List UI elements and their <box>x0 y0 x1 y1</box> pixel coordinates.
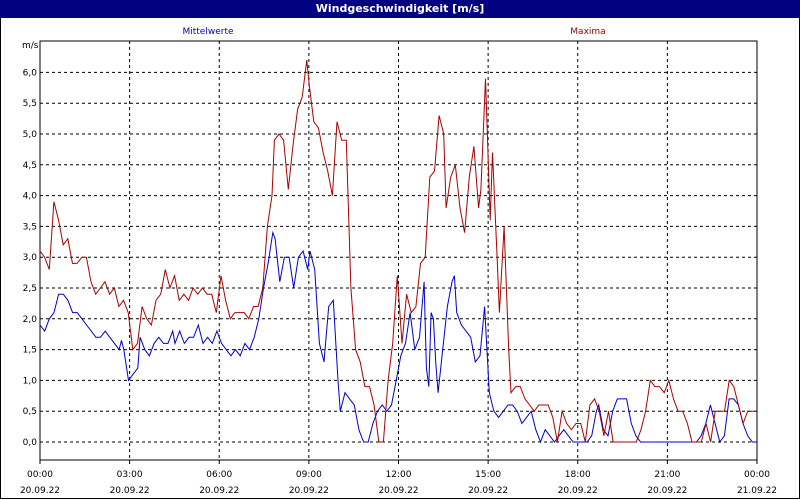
series-line-maxima <box>39 60 757 443</box>
window-title-bar: Windgeschwindigkeit [m/s] <box>0 0 800 18</box>
y-tick-label: 3,5 <box>23 222 37 232</box>
y-tick-label: 0,5 <box>23 407 37 417</box>
legend-label-mittelwerte: Mittelwerte <box>182 27 233 37</box>
y-tick-label: 1,5 <box>23 346 37 356</box>
x-tick-time-label: 15:00 <box>475 470 501 480</box>
x-tick-time-label: 00:00 <box>744 470 770 480</box>
x-tick-date-label: 20.09.22 <box>110 486 150 496</box>
x-tick-date-label: 20.09.22 <box>199 486 239 496</box>
y-tick-label: 5,0 <box>23 130 38 140</box>
series-lines <box>39 60 757 444</box>
legend: Mittelwerte Maxima <box>182 27 605 37</box>
x-tick-date-label: 20.09.22 <box>378 486 418 496</box>
x-tick-time-label: 21:00 <box>654 470 680 480</box>
y-tick-label: 3,0 <box>23 253 38 263</box>
legend-label-maxima: Maxima <box>570 27 605 37</box>
x-tick-date-label: 20.09.22 <box>289 486 329 496</box>
x-tick-time-label: 12:00 <box>386 470 412 480</box>
y-tick-label: 2,5 <box>23 284 37 294</box>
grid-lines <box>40 41 757 460</box>
y-tick-label: 2,0 <box>23 315 38 325</box>
x-axis: 00:00 20.09.22 03:00 20.09.22 06:00 20.09.22 0… <box>20 460 777 496</box>
x-tick-date-label: 20.09.22 <box>468 486 508 496</box>
x-tick-time-label: 18:00 <box>565 470 591 480</box>
x-tick-date-label: 20.09.22 <box>558 486 598 496</box>
y-tick-label: 1,0 <box>23 376 38 386</box>
x-tick-time-label: 03:00 <box>117 470 143 480</box>
y-tick-label: 5,5 <box>23 99 37 109</box>
series-line-mittelwerte <box>39 230 757 444</box>
x-tick-time-label: 09:00 <box>296 470 322 480</box>
x-tick-date-label: 20.09.22 <box>20 486 60 496</box>
y-axis: 0,0 0,5 1,0 1,5 2,0 2,5 3,0 3,5 4,0 4,5 5,0 5,5 6,0 <box>23 68 38 448</box>
y-tick-label: 6,0 <box>23 68 38 78</box>
x-tick-date-label: 20.09.22 <box>647 486 687 496</box>
y-tick-label: 4,5 <box>23 161 37 171</box>
x-tick-date-label: 21.09.22 <box>737 486 777 496</box>
y-axis-label: m/s <box>22 41 39 51</box>
window-title: Windgeschwindigkeit [m/s] <box>315 2 485 15</box>
y-tick-label: 4,0 <box>23 192 38 202</box>
y-tick-label: 0,0 <box>23 438 38 448</box>
x-tick-time-label: 06:00 <box>206 470 232 480</box>
x-tick-time-label: 00:00 <box>27 470 53 480</box>
